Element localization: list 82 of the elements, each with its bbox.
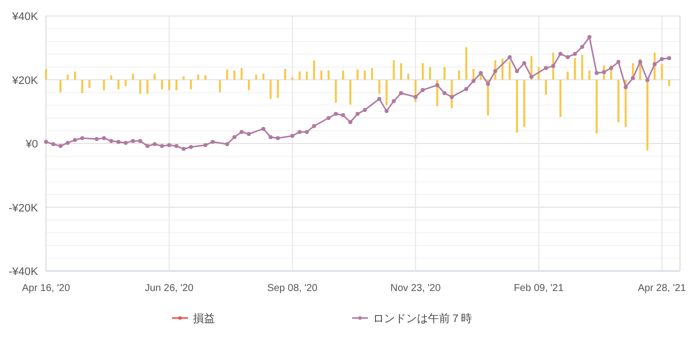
bar — [378, 80, 380, 94]
bar — [45, 68, 47, 80]
bar — [559, 80, 562, 118]
x-tick-label: Apr 28, '21 — [638, 283, 686, 294]
y-tick-label: -¥20K — [8, 202, 39, 214]
bar — [523, 80, 526, 127]
bar — [392, 60, 395, 80]
bar — [328, 70, 330, 80]
legend-label: ロンドンは午前７時 — [373, 312, 472, 325]
bar — [233, 70, 236, 80]
bar — [588, 70, 590, 80]
bar — [154, 74, 156, 80]
x-tick-label: Jun 26, '20 — [144, 283, 194, 294]
bar — [132, 74, 134, 80]
bar — [444, 67, 446, 80]
bar — [356, 70, 359, 80]
bar — [422, 63, 424, 80]
bar — [110, 75, 112, 80]
bar — [617, 80, 620, 122]
bar — [320, 70, 322, 80]
legend-item: ロンドンは午前７時 — [352, 313, 472, 325]
bar — [516, 80, 518, 133]
bar — [117, 80, 120, 90]
bar — [182, 76, 185, 80]
bar — [334, 80, 337, 103]
x-tick-label: Feb 09, '21 — [514, 283, 564, 294]
bar — [255, 74, 258, 80]
bar — [74, 71, 76, 80]
bar — [544, 80, 547, 95]
bar — [81, 80, 84, 94]
bar — [204, 75, 206, 80]
bar — [284, 68, 286, 80]
bar — [291, 77, 294, 80]
bar — [574, 58, 576, 80]
bar — [168, 80, 170, 90]
bar — [566, 71, 569, 80]
bar — [124, 80, 127, 86]
bar — [508, 62, 511, 80]
bar — [596, 80, 598, 134]
bar — [226, 70, 228, 80]
bar — [276, 80, 279, 98]
bar — [306, 71, 308, 80]
bar — [270, 80, 272, 99]
bar — [458, 70, 460, 80]
bar — [59, 80, 62, 92]
bar — [160, 80, 163, 90]
bar — [298, 71, 301, 80]
bar — [342, 70, 344, 80]
bar — [465, 47, 468, 80]
y-tick-label: ¥20K — [11, 74, 39, 87]
bar — [66, 74, 69, 80]
bar — [668, 80, 670, 86]
bar — [349, 80, 352, 105]
bar — [660, 64, 663, 80]
y-tick-label: -¥40K — [8, 266, 39, 278]
bar — [240, 68, 243, 80]
bar — [139, 80, 142, 94]
legend-item: 損益 — [172, 313, 215, 325]
bar — [218, 80, 221, 92]
bar — [429, 67, 432, 80]
bar — [581, 54, 584, 80]
bar — [407, 74, 410, 80]
bar — [102, 80, 105, 90]
y-tick-label: ¥0 — [24, 138, 38, 150]
y-tick-label: ¥40K — [11, 11, 39, 23]
bar — [88, 80, 90, 88]
x-tick-label: Apr 16, '20 — [22, 283, 70, 294]
bar — [197, 74, 200, 80]
bar — [248, 80, 250, 90]
bar — [175, 80, 178, 90]
bar — [646, 80, 648, 151]
bar — [190, 80, 192, 90]
bar — [146, 80, 148, 94]
bar — [313, 60, 316, 80]
x-tick-label: Sep 08, '20 — [267, 283, 318, 294]
x-tick-label: Nov 23, '20 — [390, 283, 442, 294]
bar — [371, 68, 374, 80]
bar — [400, 63, 402, 80]
bar — [262, 74, 264, 80]
bar — [386, 80, 388, 106]
bar — [364, 70, 366, 80]
legend-label: 損益 — [193, 313, 215, 325]
